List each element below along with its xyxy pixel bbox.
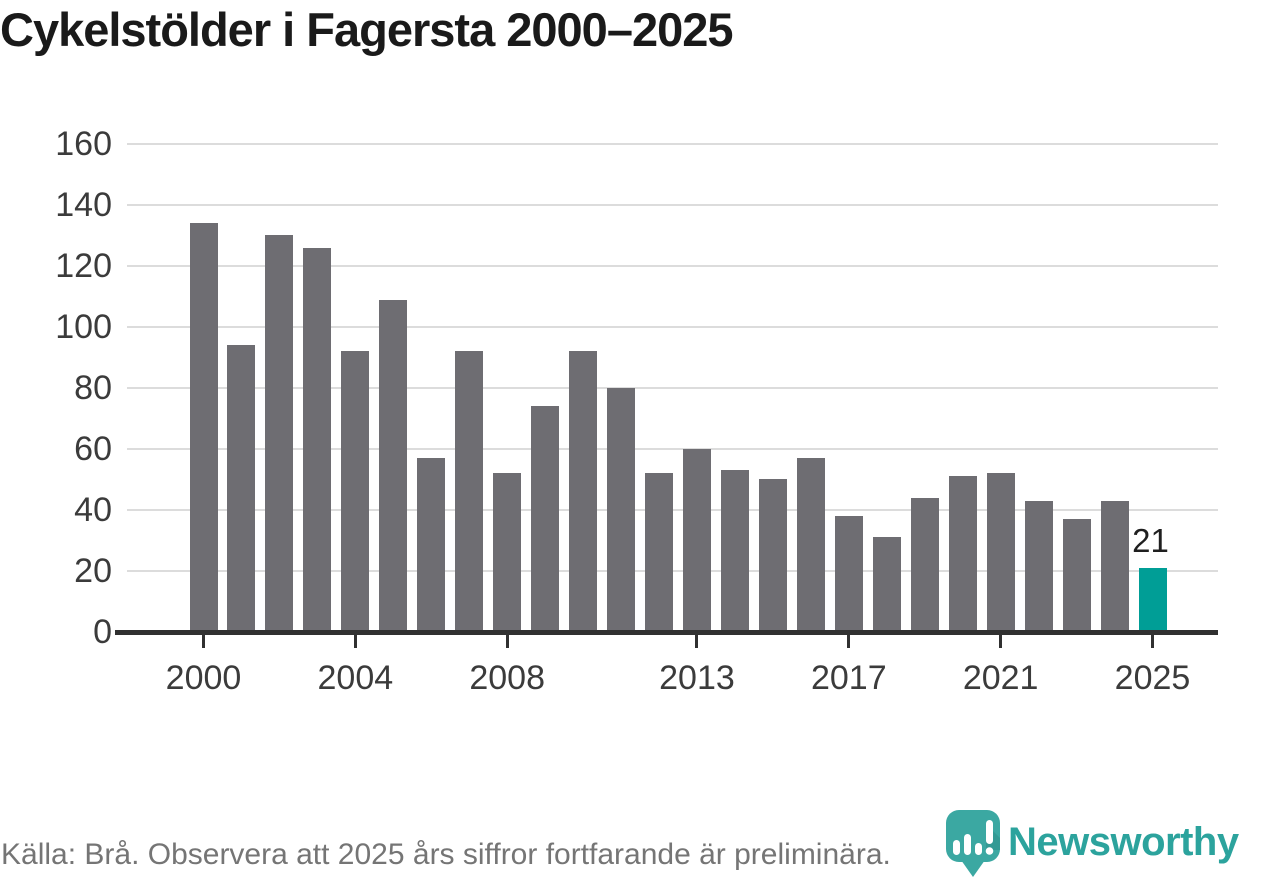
x-tick — [999, 635, 1003, 648]
newsworthy-logo: Newsworthy — [944, 808, 1262, 879]
y-axis-label: 100 — [55, 308, 112, 346]
x-axis-line — [115, 630, 1218, 635]
bar-2018 — [873, 537, 901, 632]
y-axis-label: 160 — [55, 125, 112, 163]
x-tick — [1151, 635, 1154, 648]
x-axis-label: 2013 — [659, 659, 735, 697]
x-axis-label: 2025 — [1114, 659, 1191, 697]
bar-2006 — [417, 458, 445, 632]
grid-line — [127, 143, 1218, 145]
bar-2023 — [1063, 519, 1091, 632]
x-tick — [505, 635, 509, 648]
grid-line — [127, 448, 1218, 450]
bar-2011 — [607, 388, 635, 632]
bar-2000 — [190, 223, 218, 632]
bar-2012 — [645, 473, 673, 632]
source-note: Källa: Brå. Observera att 2025 års siffr… — [1, 838, 891, 871]
bar-value-label: 21 — [1132, 521, 1169, 559]
bar-2014 — [721, 470, 749, 632]
y-axis-label: 40 — [74, 491, 112, 529]
x-axis-label: 2004 — [317, 659, 394, 697]
grid-line — [127, 204, 1218, 206]
y-axis-label: 120 — [55, 247, 112, 285]
bar-2003 — [303, 248, 331, 632]
x-tick — [353, 635, 357, 648]
x-tick — [695, 635, 699, 648]
bar-chart: 0 20 40 60 80 100 120 140 160 2000 2004 2008 2013 201… — [55, 125, 1218, 697]
x-axis-label: 2021 — [962, 659, 1039, 697]
x-axis-label: 2000 — [165, 659, 242, 697]
bar-2024 — [1101, 501, 1129, 632]
y-axis-label: 140 — [55, 186, 112, 224]
y-axis-label: 60 — [74, 430, 112, 468]
bar-2001 — [227, 345, 255, 632]
newsworthy-logo-icon — [946, 810, 1000, 877]
x-axis-label: 2017 — [810, 659, 887, 697]
grid-line — [127, 265, 1218, 267]
bar-2009 — [531, 406, 559, 632]
bar-2010 — [569, 351, 597, 632]
bar-2022 — [1025, 501, 1053, 632]
bar-2017 — [835, 516, 863, 632]
bar-2002 — [265, 235, 293, 632]
bar-2005 — [379, 300, 407, 632]
chart-title: Cykelstölder i Fagersta 2000–2025 — [0, 3, 734, 56]
grid-line — [127, 387, 1218, 389]
bar-2021 — [987, 473, 1015, 632]
grid-line — [127, 326, 1218, 328]
y-axis-label: 0 — [93, 613, 112, 651]
bar-2020 — [949, 476, 977, 632]
x-axis-label: 2008 — [469, 659, 545, 697]
bar-2016 — [797, 458, 825, 632]
newsworthy-wordmark: Newsworthy — [1008, 820, 1239, 864]
bar-2013 — [683, 449, 711, 632]
bar-2025 — [1139, 568, 1167, 632]
y-axis-label: 20 — [74, 552, 112, 590]
bar-2004 — [341, 351, 369, 632]
bar-2019 — [911, 498, 939, 632]
bar-2007 — [455, 351, 483, 632]
x-tick — [202, 635, 205, 648]
y-axis-label: 80 — [74, 369, 112, 407]
bar-2015 — [759, 479, 787, 632]
bar-2008 — [493, 473, 521, 632]
x-tick — [847, 635, 851, 648]
